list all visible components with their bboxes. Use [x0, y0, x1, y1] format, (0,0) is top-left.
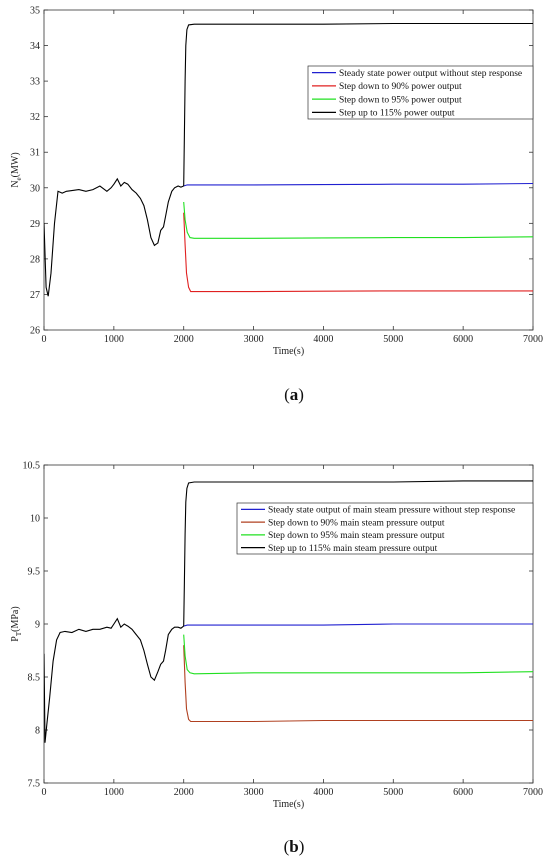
y-axis-title-symbol: N	[10, 180, 21, 187]
caption-open-paren: (	[284, 385, 290, 404]
y-axis-title-subscript: e	[15, 177, 23, 180]
y-tick-label: 32	[30, 112, 40, 123]
chart-panel-b: 0 1000 2000 3000 4000 5000 6000 7000 7.5 8 8.5 9 9.5…	[10, 461, 543, 857]
legend: Steady state output of main steam pressu…	[236, 502, 534, 555]
y-tick-label: 28	[30, 254, 40, 265]
x-tick-label: 1000	[104, 334, 124, 345]
series-line-4	[183, 480, 533, 627]
x-tick-label: 7000	[523, 334, 543, 345]
series-line-3	[183, 201, 533, 239]
y-tick-label: 27	[30, 290, 40, 301]
y-tick-label: 8.5	[28, 673, 41, 684]
x-tick-label: 2000	[174, 334, 194, 345]
y-axis-title-subscript: T	[15, 631, 23, 636]
caption-letter: a	[290, 385, 299, 404]
x-tick-label: 4000	[313, 334, 333, 345]
x-tick-label: 2000	[174, 787, 194, 798]
y-tick-label: 29	[30, 219, 40, 230]
y-tick-label: 33	[30, 77, 40, 88]
caption-open-paren: (	[284, 837, 290, 856]
y-axis-title-unit: (MPa)	[10, 606, 21, 632]
y-axis-title-unit: (MW)	[10, 152, 21, 177]
x-tick-label: 4000	[313, 787, 333, 798]
caption-close-paren: )	[299, 837, 305, 856]
x-tick-label: 6000	[453, 334, 473, 345]
x-tick-label: 0	[42, 334, 47, 345]
y-axis-title: Ne(MW)	[10, 152, 23, 187]
y-tick-label: 9	[35, 620, 40, 631]
caption-letter: b	[289, 837, 298, 856]
legend-label-4: Step up to 115% main steam pressure outp…	[268, 544, 438, 554]
legend-label-2: Step down to 90% main steam pressure out…	[268, 518, 445, 528]
series-line-2	[183, 645, 533, 723]
legend-label-1: Steady state power output without step r…	[339, 69, 522, 79]
legend-label-1: Steady state output of main steam pressu…	[268, 505, 515, 516]
y-tick-label: 34	[30, 41, 40, 52]
chart-panel-a: 0 1000 2000 3000 4000 5000 6000 7000 26 27 28 29 30 3…	[10, 6, 543, 405]
x-tick-label: 7000	[523, 787, 543, 798]
x-tick-label: 5000	[383, 787, 403, 798]
y-axis-title-symbol: P	[10, 636, 21, 642]
caption-close-paren: )	[298, 385, 304, 404]
x-axis-title: Time(s)	[273, 799, 304, 810]
legend-box	[307, 65, 534, 120]
series-line-4	[183, 22, 533, 187]
x-tick-label: 0	[42, 787, 47, 798]
x-axis-title: Time(s)	[273, 346, 304, 357]
series-line-1	[183, 182, 533, 187]
plot-area	[43, 9, 534, 331]
x-tick-label: 5000	[383, 334, 403, 345]
series-line-1	[183, 623, 533, 627]
y-tick-label: 26	[30, 326, 40, 337]
x-tick-label: 3000	[244, 334, 264, 345]
y-tick-label: 7.5	[28, 779, 41, 790]
pre-step-history-line	[44, 177, 184, 297]
y-tick-label: 9.5	[28, 567, 41, 578]
y-tick-label: 10	[30, 514, 40, 525]
x-tick-label: 3000	[244, 787, 264, 798]
legend: Steady state power output without step r…	[307, 65, 534, 120]
panel-caption: (b)	[284, 837, 305, 856]
y-tick-label: 35	[30, 6, 40, 17]
panel-caption: (a)	[284, 385, 304, 404]
x-tick-label: 1000	[104, 787, 124, 798]
y-tick-label: 31	[30, 148, 40, 159]
series-line-2	[183, 212, 533, 293]
y-tick-label: 10.5	[23, 461, 41, 472]
x-tick-label: 6000	[453, 787, 473, 798]
y-tick-label: 30	[30, 183, 40, 194]
legend-box	[236, 502, 534, 555]
series-line-3	[183, 634, 533, 675]
legend-label-2: Step down to 90% power output	[339, 82, 462, 92]
y-tick-label: 8	[35, 726, 40, 737]
y-axis-title: PT(MPa)	[10, 606, 23, 641]
legend-label-3: Step down to 95% main steam pressure out…	[268, 531, 445, 541]
pre-step-history-line	[44, 617, 185, 743]
legend-label-4: Step up to 115% power output	[339, 109, 455, 119]
legend-label-3: Step down to 95% power output	[339, 95, 462, 105]
